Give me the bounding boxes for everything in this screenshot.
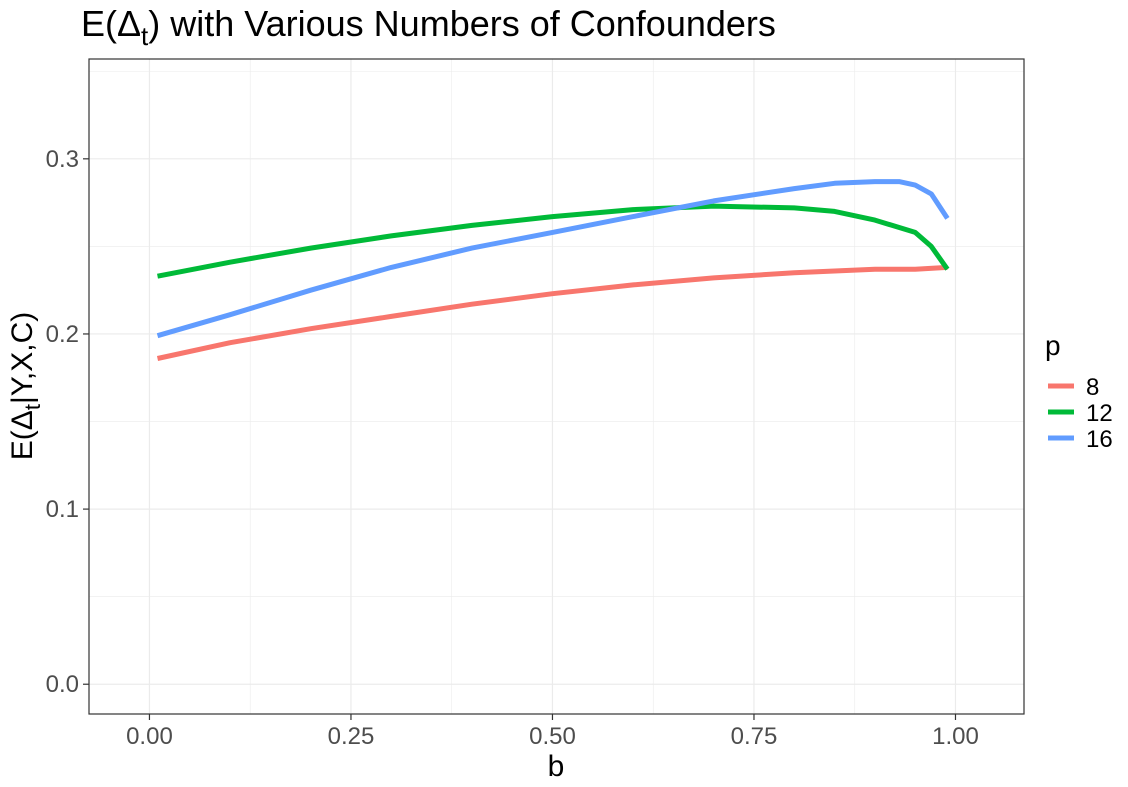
x-tick-label: 0.00: [126, 723, 173, 750]
x-tick-label: 0.50: [529, 723, 576, 750]
x-tick-label: 1.00: [932, 723, 979, 750]
legend-title: p: [1045, 330, 1061, 361]
y-axis-title-subscript: t: [20, 404, 45, 410]
y-tick-label: 0.2: [46, 321, 79, 348]
plot-panel: [88, 58, 1025, 715]
y-tick-label: 0.0: [46, 671, 79, 698]
series-line-8: [156, 264, 948, 361]
series-line-16: [156, 179, 950, 339]
legend-label-12: 12: [1086, 400, 1113, 427]
series-layer: [156, 179, 950, 361]
plot-background: [89, 59, 1024, 714]
chart-title: E(Δt) with Various Numbers of Confounder…: [81, 3, 776, 51]
chart-title-subscript: t: [141, 21, 149, 51]
legend-label-8: 8: [1086, 374, 1099, 401]
y-axis: 0.0 0.1 0.2 0.3: [46, 146, 89, 698]
y-axis-title: E(Δt|Y,X,C): [6, 312, 45, 460]
grid-major: [89, 59, 1024, 714]
x-axis: 0.00 0.25 0.50 0.75 1.00: [126, 714, 979, 750]
grid-minor: [89, 59, 1024, 714]
x-axis-title: b: [548, 750, 565, 783]
y-tick-label: 0.1: [46, 496, 79, 523]
legend-label-16: 16: [1086, 426, 1113, 453]
plot-border: [88, 58, 1025, 715]
y-tick-label: 0.3: [46, 146, 79, 173]
x-tick-label: 0.75: [731, 723, 778, 750]
x-tick-label: 0.25: [328, 723, 375, 750]
